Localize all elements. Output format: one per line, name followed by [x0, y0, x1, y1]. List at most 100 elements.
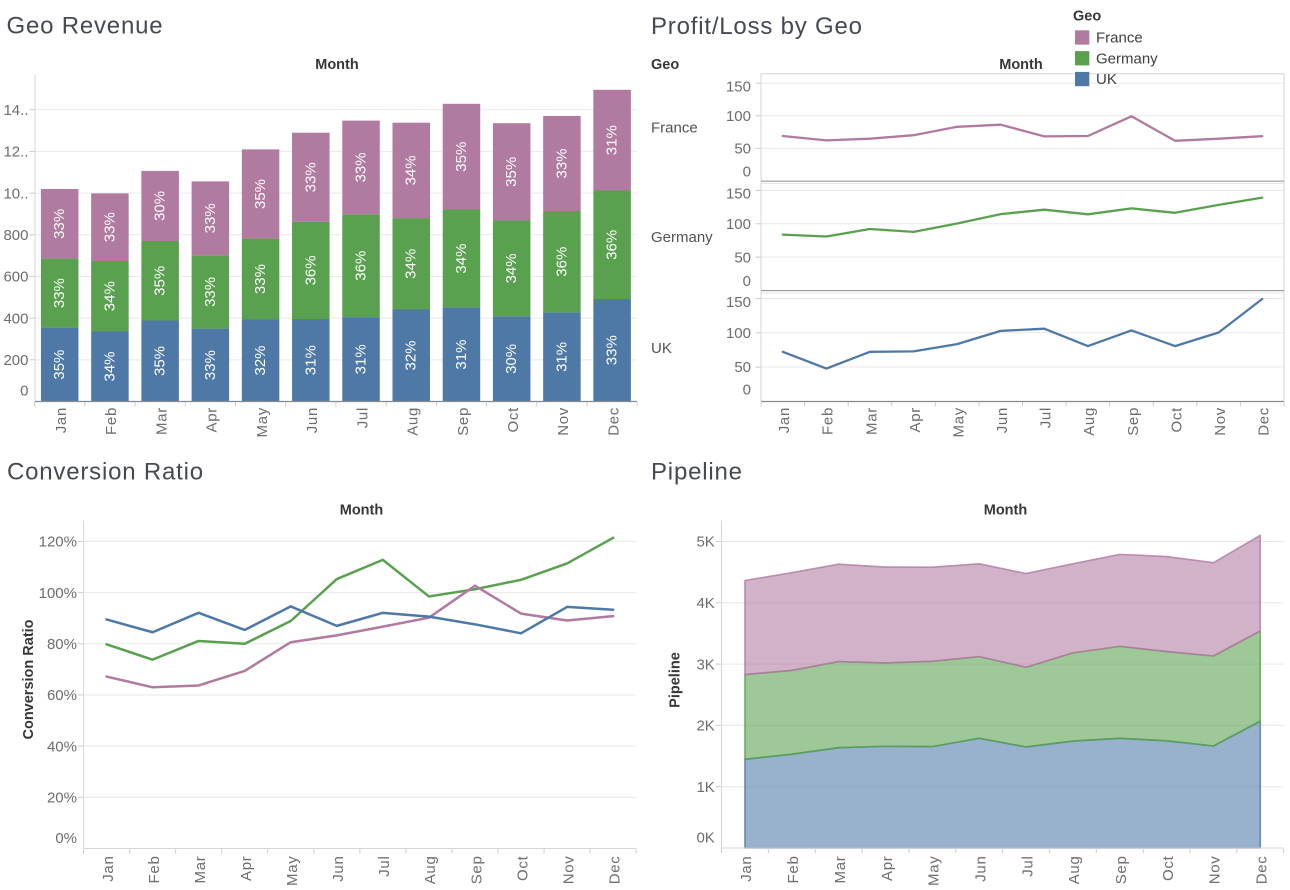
svg-text:150: 150: [726, 294, 751, 311]
svg-text:Month: Month: [984, 503, 1027, 519]
svg-text:36%: 36%: [553, 247, 570, 277]
svg-text:150: 150: [726, 186, 751, 203]
svg-text:Feb: Feb: [820, 407, 837, 435]
svg-text:100: 100: [726, 216, 751, 233]
svg-text:Geo: Geo: [651, 57, 679, 73]
svg-text:Apr: Apr: [238, 856, 255, 881]
svg-text:800: 800: [3, 227, 28, 244]
svg-text:33%: 33%: [202, 277, 219, 307]
svg-text:Aug: Aug: [405, 407, 422, 436]
svg-text:Oct: Oct: [1160, 855, 1177, 881]
svg-text:0: 0: [743, 273, 751, 290]
svg-text:600: 600: [3, 269, 28, 286]
svg-text:Sep: Sep: [455, 407, 472, 436]
svg-text:Jun: Jun: [994, 407, 1011, 433]
svg-text:Jun: Jun: [330, 856, 347, 882]
svg-text:34%: 34%: [101, 281, 118, 311]
svg-text:34%: 34%: [503, 253, 520, 283]
svg-text:Feb: Feb: [785, 856, 802, 884]
svg-text:32%: 32%: [252, 345, 269, 375]
svg-text:Jan: Jan: [776, 407, 793, 433]
svg-text:Mar: Mar: [863, 407, 880, 435]
svg-text:Jul: Jul: [376, 856, 393, 877]
svg-text:35%: 35%: [503, 157, 520, 187]
svg-text:Month: Month: [315, 57, 358, 73]
svg-text:Conversion Ratio: Conversion Ratio: [21, 619, 37, 739]
svg-text:31%: 31%: [302, 345, 319, 375]
svg-text:Jan: Jan: [53, 407, 70, 433]
svg-text:Nov: Nov: [560, 856, 577, 885]
svg-text:Feb: Feb: [146, 856, 163, 884]
svg-text:4K: 4K: [696, 595, 714, 612]
svg-text:Jan: Jan: [738, 856, 755, 882]
svg-text:Sep: Sep: [468, 856, 485, 885]
svg-text:Dec: Dec: [1254, 856, 1271, 885]
svg-text:Pipeline: Pipeline: [668, 652, 684, 708]
svg-text:0%: 0%: [55, 830, 77, 847]
svg-text:34%: 34%: [453, 244, 470, 274]
svg-text:31%: 31%: [353, 344, 370, 374]
svg-text:60%: 60%: [47, 687, 77, 704]
svg-text:Apr: Apr: [879, 856, 896, 881]
svg-text:Oct: Oct: [505, 407, 522, 433]
svg-text:UK: UK: [651, 340, 672, 357]
svg-text:Germany: Germany: [651, 229, 713, 246]
svg-text:200: 200: [3, 352, 28, 369]
svg-text:35%: 35%: [252, 179, 269, 209]
svg-text:30%: 30%: [503, 344, 520, 374]
svg-text:35%: 35%: [51, 350, 68, 380]
svg-text:34%: 34%: [101, 351, 118, 381]
svg-text:35%: 35%: [152, 266, 169, 296]
svg-text:Aug: Aug: [1081, 407, 1098, 436]
svg-text:40%: 40%: [47, 738, 77, 755]
svg-text:Pipeline: Pipeline: [651, 459, 743, 486]
svg-text:35%: 35%: [453, 142, 470, 172]
svg-text:Jul: Jul: [1038, 407, 1055, 428]
svg-text:33%: 33%: [604, 335, 621, 365]
svg-text:400: 400: [3, 310, 28, 327]
svg-text:33%: 33%: [51, 209, 68, 239]
svg-text:Mar: Mar: [832, 856, 849, 884]
svg-text:Dec: Dec: [607, 856, 624, 885]
svg-text:30%: 30%: [152, 191, 169, 221]
svg-text:20%: 20%: [47, 790, 77, 807]
svg-text:33%: 33%: [553, 148, 570, 178]
svg-text:Sep: Sep: [1113, 856, 1130, 885]
svg-text:Oct: Oct: [514, 855, 531, 881]
svg-text:Nov: Nov: [555, 407, 572, 436]
svg-text:36%: 36%: [302, 255, 319, 285]
svg-text:Nov: Nov: [1207, 856, 1224, 885]
svg-text:0K: 0K: [696, 830, 714, 847]
svg-text:50: 50: [734, 359, 751, 376]
svg-text:Dec: Dec: [605, 407, 622, 436]
svg-text:31%: 31%: [453, 340, 470, 370]
svg-text:Jul: Jul: [354, 407, 371, 428]
svg-text:36%: 36%: [604, 230, 621, 260]
svg-text:Jan: Jan: [100, 856, 117, 882]
svg-text:Apr: Apr: [204, 407, 221, 432]
svg-text:33%: 33%: [101, 212, 118, 242]
svg-text:Apr: Apr: [907, 407, 924, 432]
svg-text:Dec: Dec: [1256, 407, 1273, 436]
svg-text:Jun: Jun: [973, 856, 990, 882]
svg-text:Aug: Aug: [1066, 856, 1083, 885]
svg-text:31%: 31%: [553, 342, 570, 372]
svg-text:12..: 12..: [3, 144, 28, 161]
svg-text:Profit/Loss by Geo: Profit/Loss by Geo: [651, 13, 863, 40]
svg-text:33%: 33%: [302, 162, 319, 192]
svg-text:100: 100: [726, 325, 751, 342]
svg-text:36%: 36%: [353, 251, 370, 281]
svg-text:5K: 5K: [696, 534, 714, 551]
svg-text:3K: 3K: [696, 656, 714, 673]
svg-text:50: 50: [734, 249, 751, 266]
svg-text:May: May: [926, 856, 943, 886]
svg-text:2K: 2K: [696, 718, 714, 735]
svg-text:Geo Revenue: Geo Revenue: [7, 13, 164, 40]
svg-text:Jul: Jul: [1019, 856, 1036, 877]
svg-text:Mar: Mar: [192, 856, 209, 884]
svg-text:UK: UK: [1096, 71, 1117, 88]
svg-text:Sep: Sep: [1125, 407, 1142, 436]
svg-text:Feb: Feb: [103, 407, 120, 435]
svg-text:Aug: Aug: [422, 856, 439, 885]
svg-text:France: France: [1096, 30, 1143, 47]
